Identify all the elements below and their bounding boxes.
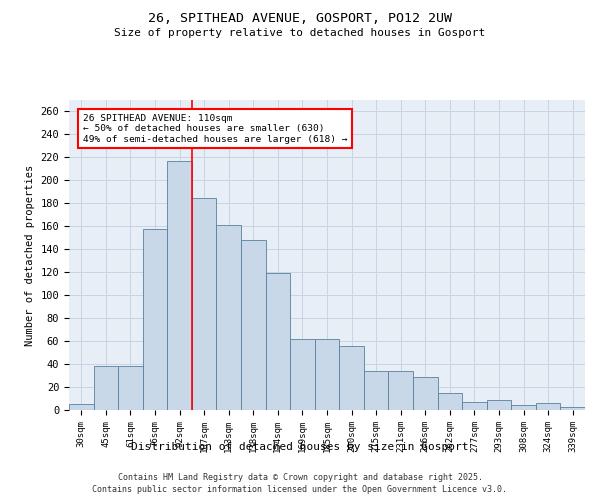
Bar (560, 406, 585, 410)
Bar (143, 228, 167, 410)
Bar (167, 161, 192, 410)
Bar (413, 376, 437, 410)
Text: Distribution of detached houses by size in Gosport: Distribution of detached houses by size … (131, 442, 469, 452)
Text: Size of property relative to detached houses in Gosport: Size of property relative to detached ho… (115, 28, 485, 38)
Bar (94, 366, 118, 410)
Text: Contains public sector information licensed under the Open Government Licence v3: Contains public sector information licen… (92, 485, 508, 494)
Bar (339, 346, 364, 410)
Bar (511, 406, 536, 410)
Bar (192, 198, 217, 410)
Bar (290, 339, 315, 410)
Bar (266, 274, 290, 410)
Bar (118, 366, 143, 410)
Bar (364, 371, 388, 410)
Text: 26, SPITHEAD AVENUE, GOSPORT, PO12 2UW: 26, SPITHEAD AVENUE, GOSPORT, PO12 2UW (148, 12, 452, 26)
Bar (487, 400, 511, 410)
Bar (462, 402, 487, 410)
Text: 26 SPITHEAD AVENUE: 110sqm
← 50% of detached houses are smaller (630)
49% of sem: 26 SPITHEAD AVENUE: 110sqm ← 50% of deta… (83, 114, 347, 144)
Bar (241, 240, 266, 410)
Bar (217, 225, 241, 410)
Text: Contains HM Land Registry data © Crown copyright and database right 2025.: Contains HM Land Registry data © Crown c… (118, 472, 482, 482)
Bar (388, 371, 413, 410)
Bar (536, 403, 560, 410)
Y-axis label: Number of detached properties: Number of detached properties (25, 164, 35, 346)
Bar (69, 404, 94, 410)
Bar (437, 393, 462, 410)
Bar (315, 339, 339, 410)
